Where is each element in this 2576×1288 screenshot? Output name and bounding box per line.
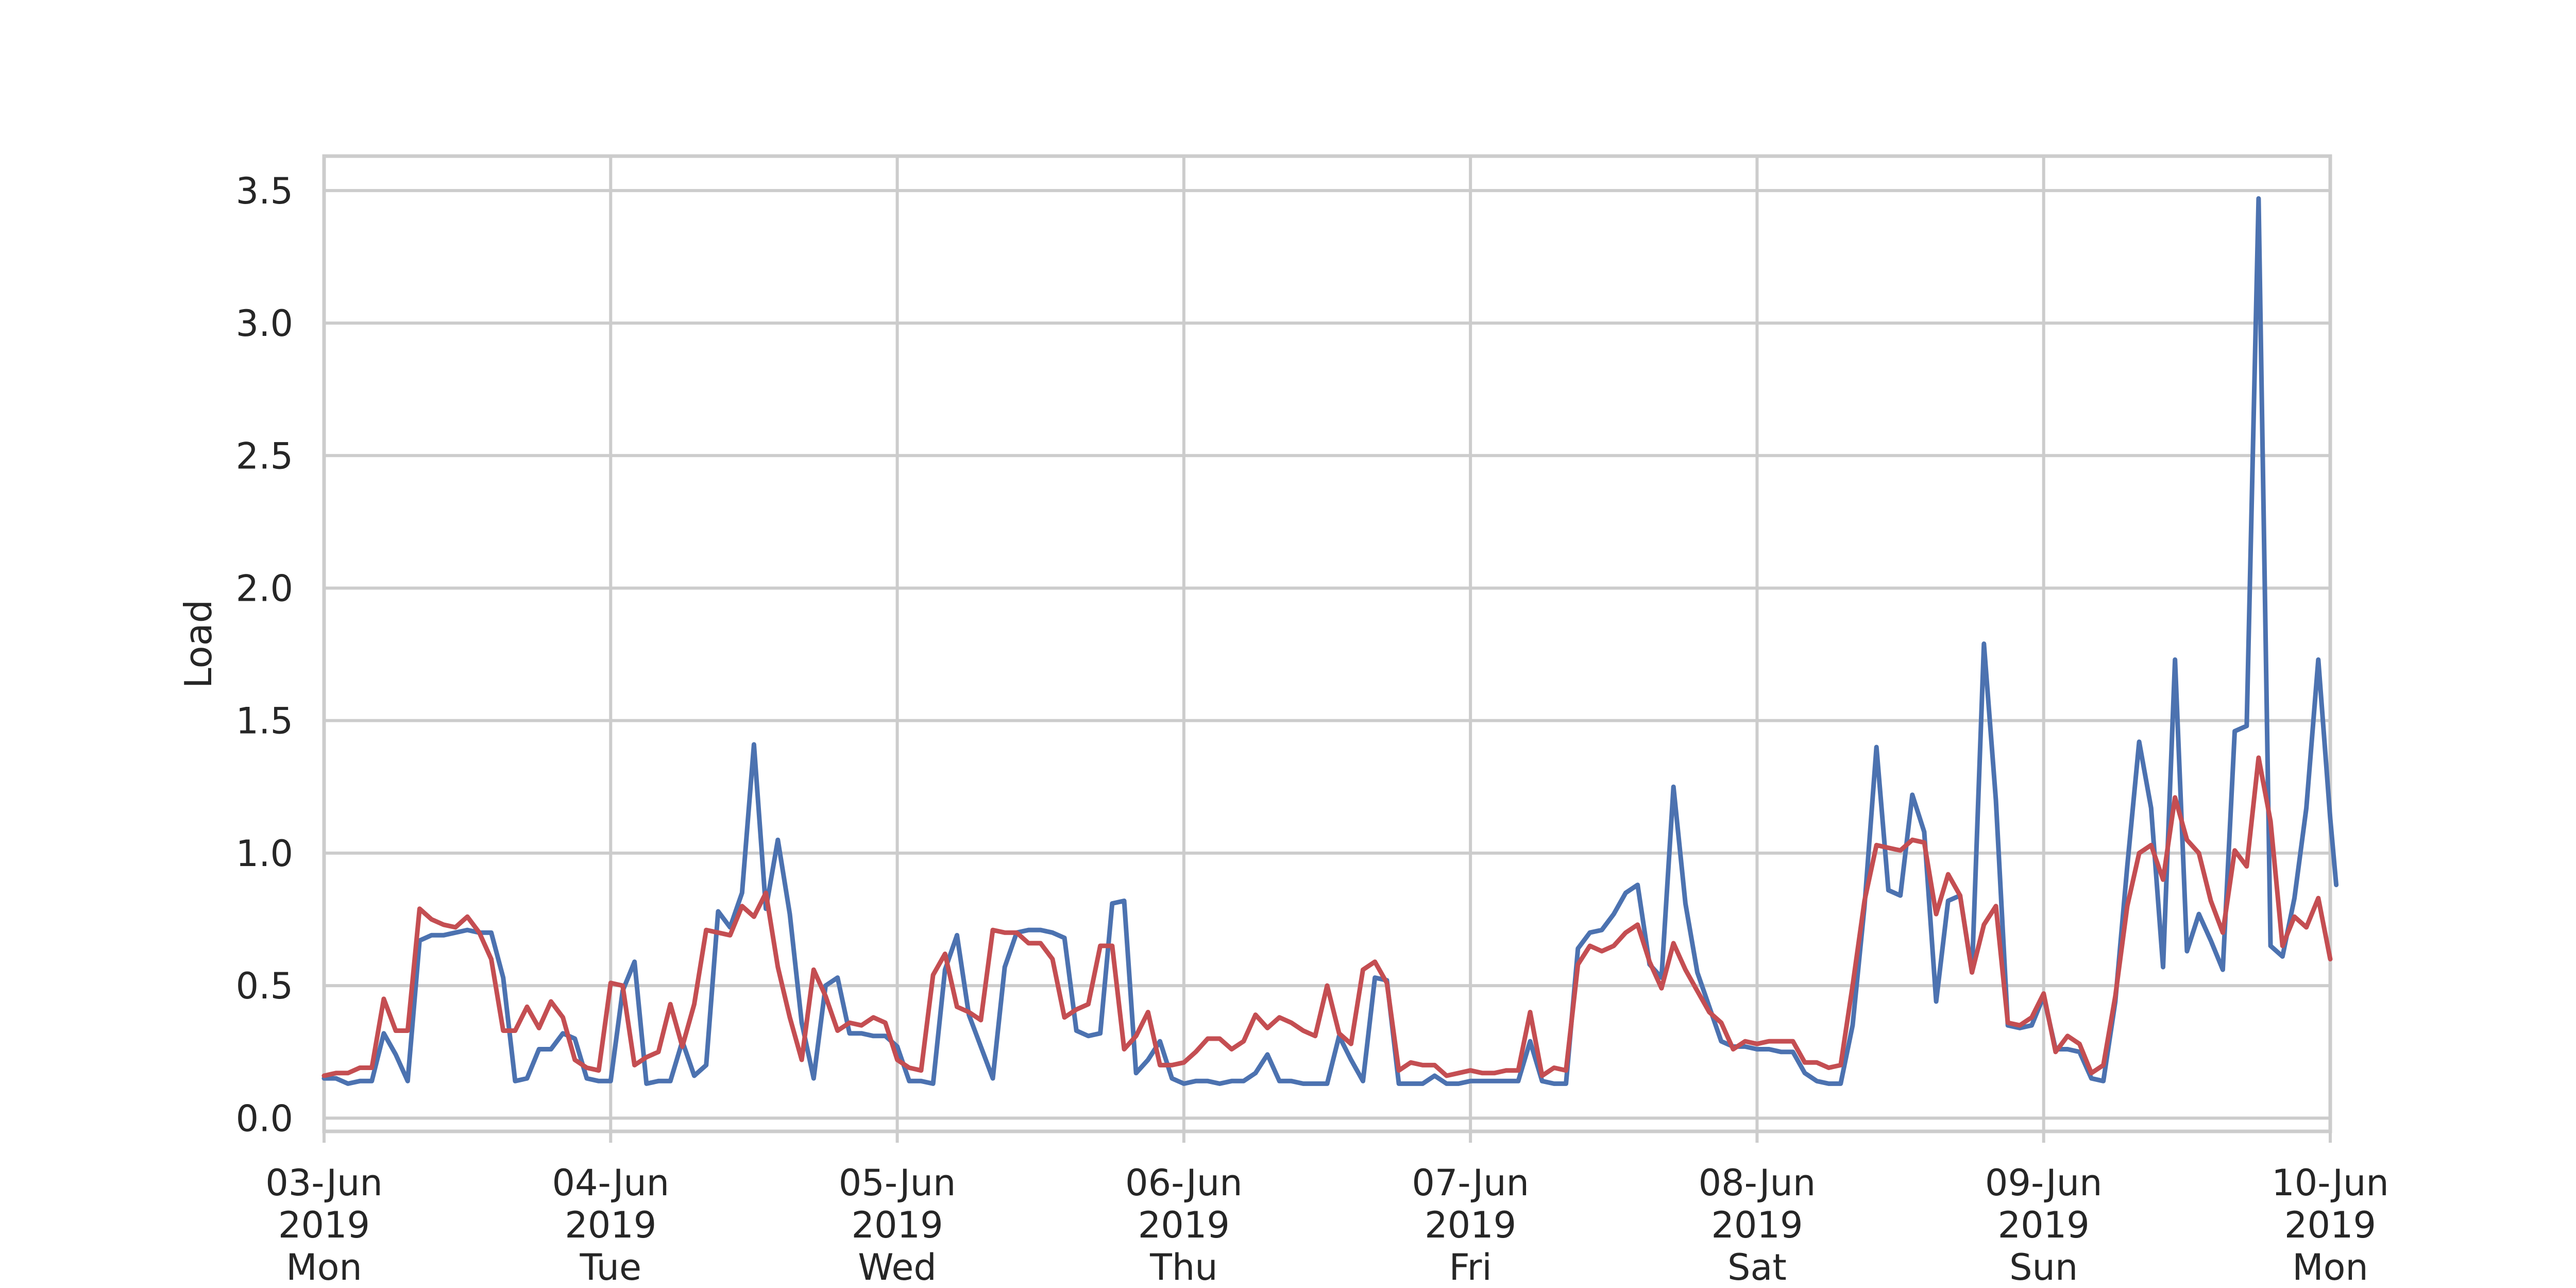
x-tick-label-line: 08-Jun: [1699, 1162, 1816, 1204]
y-axis-ticks: 0.0 0.5 1.0 1.5 2.0 2.5 3.0 3.5: [236, 170, 293, 1140]
x-tick-label-line: 2019: [1998, 1204, 2090, 1246]
x-tick-label: 04-Jun 2019 Tue: [552, 1162, 669, 1288]
data-series: [321, 196, 2339, 1086]
x-tick-label-line: 03-Jun: [265, 1162, 383, 1204]
x-tick-label-line: 06-Jun: [1125, 1162, 1243, 1204]
x-tick-label: 05-Jun 2019 Wed: [839, 1162, 956, 1288]
x-tick-label-line: 07-Jun: [1412, 1162, 1529, 1204]
x-tick-label-line: 05-Jun: [839, 1162, 956, 1204]
x-tick-label-line: Tue: [580, 1246, 642, 1288]
x-tick-label-line: 04-Jun: [552, 1162, 669, 1204]
x-tick-label-line: Mon: [2292, 1246, 2368, 1288]
y-tick-label: 2.5: [236, 435, 293, 477]
y-tick-label: 3.0: [236, 302, 293, 345]
x-tick-label-line: 09-Jun: [1985, 1162, 2103, 1204]
y-tick-label: 2.0: [236, 567, 293, 609]
x-tick-label-line: Sat: [1727, 1246, 1787, 1288]
x-tick-label-line: 2019: [1425, 1204, 1516, 1246]
y-tick-label: 0.5: [236, 965, 293, 1007]
x-tick-label: 10-Jun 2019 Mon: [2272, 1162, 2389, 1288]
x-tick-label-line: 2019: [1138, 1204, 1230, 1246]
x-tick-label-line: Fri: [1449, 1246, 1492, 1288]
x-tick-label-line: 2019: [278, 1204, 370, 1246]
x-tick-label-line: Wed: [858, 1246, 937, 1288]
x-tick-label-line: 2019: [1711, 1204, 1803, 1246]
gridlines: [323, 156, 2332, 1131]
x-tick-label: 09-Jun 2019 Sun: [1985, 1162, 2103, 1288]
x-tick-label-line: 2019: [2284, 1204, 2376, 1246]
plot-frame: [322, 154, 2332, 1133]
x-tick-label-line: Mon: [286, 1246, 362, 1288]
x-tick-label-line: 2019: [851, 1204, 943, 1246]
x-tick-label-line: Thu: [1149, 1246, 1218, 1288]
x-tick-label-line: 2019: [565, 1204, 656, 1246]
x-tick-label: 03-Jun 2019 Mon: [265, 1162, 383, 1288]
x-tick-label: 07-Jun 2019 Fri: [1412, 1162, 1529, 1288]
y-tick-label: 3.5: [236, 170, 293, 212]
x-tick-label-line: 10-Jun: [2272, 1162, 2389, 1204]
x-tick-label: 08-Jun 2019 Sat: [1699, 1162, 1816, 1288]
y-tick-label: 1.0: [236, 833, 293, 875]
y-tick-label: 1.5: [236, 700, 293, 742]
y-tick-label: 0.0: [236, 1097, 293, 1140]
x-tick-label-line: Sun: [2009, 1246, 2078, 1288]
x-tick-label: 06-Jun 2019 Thu: [1125, 1162, 1243, 1288]
y-axis-label: Load: [177, 600, 220, 689]
